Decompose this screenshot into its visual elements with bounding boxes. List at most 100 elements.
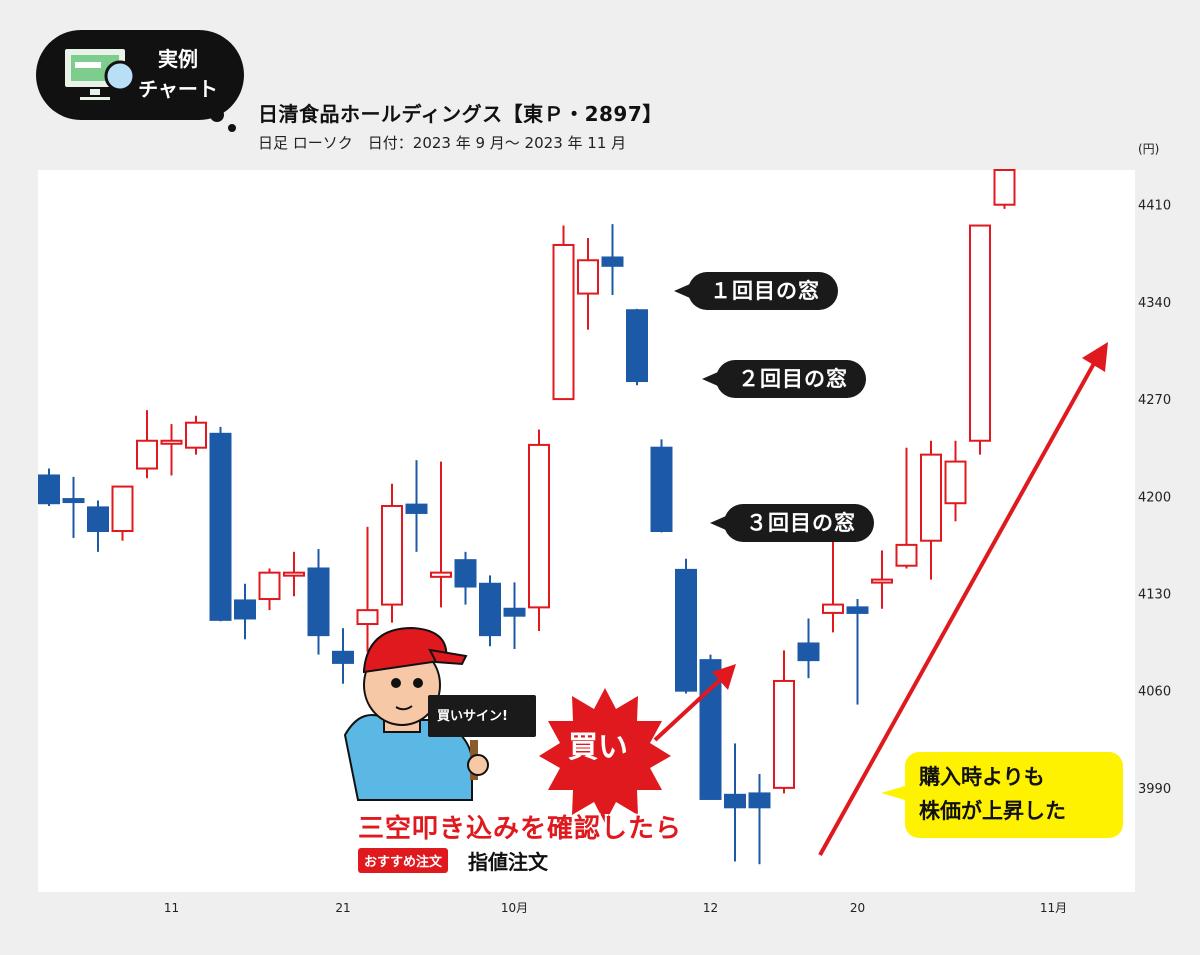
- chart-title: 日清食品ホールディングス【東Ｐ・2897】: [258, 102, 663, 126]
- candle: [626, 308, 648, 386]
- x-tick-label: 12: [703, 901, 718, 915]
- candle-body: [773, 679, 795, 789]
- candle: [650, 439, 673, 533]
- candle-body: [234, 599, 256, 620]
- candle-body: [724, 793, 746, 809]
- result-note: 購入時よりも 株価が上昇した: [881, 752, 1123, 838]
- candle-body: [920, 453, 942, 542]
- candle-body: [528, 443, 550, 609]
- candle-body: [552, 243, 575, 401]
- candle-body: [871, 578, 893, 584]
- candle: [944, 440, 967, 522]
- candle: [601, 224, 624, 295]
- candle-body: [258, 571, 281, 601]
- candle-body: [650, 446, 673, 533]
- candle: [332, 628, 354, 684]
- candle-body: [87, 506, 109, 532]
- candle: [258, 568, 281, 611]
- candle: [969, 224, 991, 455]
- y-tick-label: 4130: [1138, 587, 1171, 602]
- candle: [748, 773, 771, 865]
- candle: [846, 599, 869, 705]
- badge-dot-small: [228, 124, 236, 132]
- candle-body: [748, 792, 771, 809]
- badge-line1: 実例: [158, 47, 198, 71]
- candle: [185, 415, 207, 455]
- candle: [136, 410, 158, 479]
- candle-body: [626, 309, 648, 383]
- chart-subtitle: 日足 ローソク 日付：2023 年 9 月～ 2023 年 11 月: [258, 134, 627, 152]
- person-illustration: [343, 626, 536, 801]
- y-tick-label: 3990: [1138, 782, 1171, 797]
- candle-body: [381, 505, 403, 606]
- candle-body: [675, 568, 697, 692]
- gap-callout-2: ２回目の窓: [702, 360, 866, 398]
- candle-body: [601, 256, 624, 267]
- candle: [503, 582, 526, 650]
- uptrend-arrow-head: [1082, 342, 1108, 372]
- recommended-order-tag: おすすめ注文: [358, 848, 449, 873]
- candle: [577, 238, 599, 330]
- candle-body: [307, 567, 330, 637]
- candle: [454, 551, 477, 605]
- monitor-magnifier-icon: [63, 47, 140, 102]
- gap-callout-3: ３回目の窓: [710, 504, 874, 542]
- buy-burst: [539, 688, 671, 823]
- badge-line2: チャート: [138, 77, 218, 101]
- candle: [430, 461, 452, 608]
- candle-body: [846, 606, 869, 614]
- candle: [920, 440, 942, 580]
- candle: [111, 485, 134, 541]
- strategy-caption: 三空叩き込みを確認したら: [358, 814, 683, 844]
- candle-body: [454, 559, 477, 588]
- gap-callout-1: １回目の窓: [674, 272, 838, 310]
- candle: [307, 549, 330, 655]
- badge-dot: [210, 108, 224, 122]
- candle: [479, 575, 501, 647]
- buy-label: 買い: [568, 730, 628, 765]
- candle: [356, 526, 379, 652]
- x-tick-label: 11: [164, 901, 179, 915]
- candle: [895, 447, 918, 569]
- candle-body: [895, 543, 918, 567]
- candle-body: [577, 259, 599, 295]
- x-tick-label: 21: [335, 901, 350, 915]
- candle: [552, 225, 575, 401]
- x-tick-label: 20: [850, 901, 865, 915]
- candle-body: [185, 421, 207, 449]
- candle-body: [209, 432, 232, 621]
- candle-body: [503, 607, 526, 617]
- buy-arrow-head: [712, 664, 736, 690]
- candle-body: [944, 460, 967, 505]
- y-tick-label: 4200: [1138, 490, 1171, 505]
- candle: [405, 460, 428, 552]
- candle-body: [136, 439, 158, 470]
- candle-body: [822, 603, 844, 614]
- candle-body: [332, 650, 354, 664]
- y-tick-label: 4270: [1138, 393, 1171, 408]
- note-line1: 購入時よりも: [919, 765, 1045, 789]
- y-tick-label: 4340: [1138, 296, 1171, 311]
- candle-body: [969, 224, 991, 442]
- candle: [993, 169, 1016, 209]
- candle: [528, 429, 550, 631]
- y-axis-unit: (円): [1138, 142, 1160, 156]
- x-tick-label: 10月: [501, 901, 528, 915]
- candle: [209, 426, 232, 622]
- candle: [160, 424, 183, 476]
- candle-body: [111, 485, 134, 533]
- uptrend-arrow-line: [818, 357, 1099, 856]
- candle-body: [993, 169, 1016, 206]
- buy-sign-text: 買いサイン!: [437, 709, 508, 724]
- candle-body: [160, 439, 183, 445]
- y-tick-label: 4410: [1138, 199, 1171, 214]
- order-type: 指値注文: [468, 850, 548, 874]
- badge-label: 実例 チャート: [128, 44, 228, 104]
- candle: [381, 483, 403, 623]
- candle: [675, 558, 697, 694]
- candle-body: [62, 498, 85, 504]
- candle: [724, 743, 746, 862]
- candle: [773, 650, 795, 794]
- candle-body: [405, 503, 428, 514]
